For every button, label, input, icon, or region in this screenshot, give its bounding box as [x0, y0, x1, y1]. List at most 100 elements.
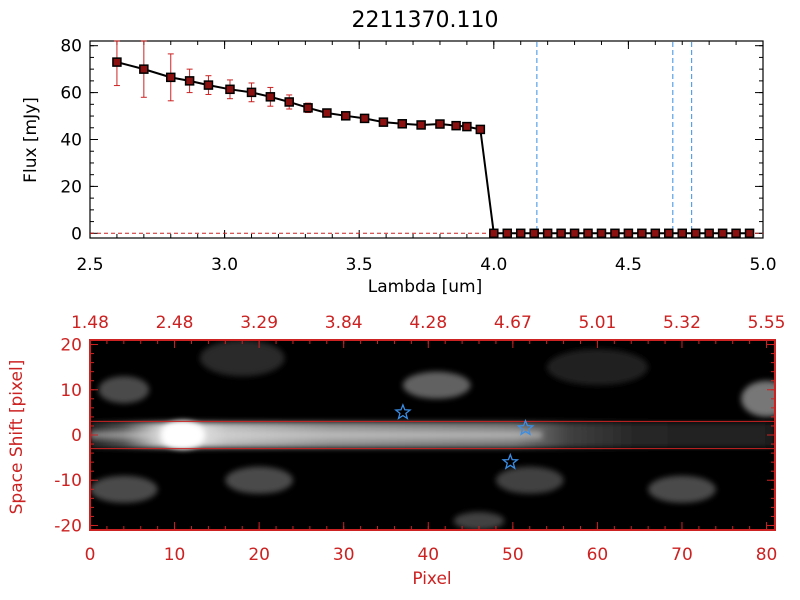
image-blob [495, 466, 564, 494]
image-x-tick-label: 20 [248, 545, 270, 565]
spectrum-point [225, 84, 235, 95]
image-x-tick-label: 60 [587, 545, 609, 565]
spectrum-point [416, 120, 426, 130]
spectrum-point [583, 228, 593, 239]
image-top-tick-label: 3.29 [240, 313, 278, 333]
image-x-tick-label: 10 [164, 545, 186, 565]
spectrum-point [677, 228, 687, 239]
spectrum-chart: 2.5 3.0 3.5 4.0 4.5 5.0 0 20 40 60 80 Lambda [um]… [21, 37, 777, 297]
image-y-tick-label: 20 [60, 336, 82, 356]
image-stars [394, 403, 535, 470]
image-x-tick-label: 30 [333, 545, 355, 565]
image-x-tick-label: 80 [756, 545, 778, 565]
spectrum-x-tick-label: 5.0 [749, 255, 776, 275]
spectrum-x-ticks: 2.5 3.0 3.5 4.0 4.5 5.0 [76, 41, 777, 275]
spectrum-point [435, 119, 445, 129]
spectrum-point [515, 228, 526, 239]
spectrum-y-tick-label: 60 [60, 84, 82, 104]
spectrum-y-tick-label: 0 [71, 224, 82, 244]
spectrum-point [529, 228, 539, 239]
spectrum-x-tick-label: 4.0 [480, 255, 507, 275]
spectrum-point [322, 108, 332, 118]
image-x-tick-label: 50 [502, 545, 524, 565]
spectrum-point [650, 228, 661, 239]
spectrum-point [284, 97, 294, 107]
spectrum-point [462, 121, 472, 132]
spectrum-x-tick-label: 3.0 [211, 255, 238, 275]
spectrum-x-tick-label: 4.5 [615, 255, 642, 275]
spectrum-y-tick-label: 80 [60, 37, 82, 57]
spectrum-point [637, 228, 647, 239]
spectrum-y-axis-label: Flux [mJy] [21, 97, 41, 183]
image-top-tick-label: 3.84 [325, 313, 363, 333]
spectrum-point [731, 228, 741, 239]
image-band-lines [90, 420, 775, 450]
image-star-marker [501, 452, 520, 470]
spectrum-point [569, 228, 580, 239]
figure-title: 2211370.110 [352, 8, 499, 33]
spectrum-point [664, 228, 674, 239]
image-y-axis-label: Space Shift [pixel] [7, 360, 27, 515]
spectrum-point [623, 228, 634, 239]
image-blob [402, 371, 471, 399]
spectrum-plot-frame [89, 40, 764, 239]
spectrum-point [717, 228, 728, 239]
spectrum-point [451, 120, 461, 131]
spectrum-x-axis-label: Lambda [um] [368, 277, 482, 297]
spectrum-point [340, 111, 351, 121]
spectrum-errorbars [113, 40, 484, 133]
image-blob [225, 466, 293, 494]
image-top-tick-label: 4.67 [494, 313, 532, 333]
image-x-ticks: 0 10 20 30 40 50 60 70 80 [85, 522, 778, 565]
spectrum-point [556, 228, 566, 239]
spectrum-point [704, 228, 714, 239]
image-x-tick-label: 40 [417, 545, 439, 565]
spectrum-point [489, 228, 499, 239]
image-top-tick-label: 5.32 [663, 313, 701, 333]
spectrum-point [744, 228, 755, 239]
image-blob [98, 376, 150, 404]
image-y-tick-label: -10 [54, 471, 82, 491]
spectrum-point [397, 119, 408, 129]
spectrum-point [359, 113, 370, 124]
spectrum-point [690, 228, 701, 239]
image-blob [199, 340, 285, 377]
image-x-tick-label: 70 [671, 545, 693, 565]
image-y-tick-label: 0 [71, 426, 82, 446]
image-top-tick-label: 5.01 [578, 313, 616, 333]
spectrum-vlines [536, 42, 693, 237]
image-x-tick-label: 0 [85, 545, 96, 565]
spectrum-x-tick-label: 3.5 [346, 255, 373, 275]
spectrum-point [139, 64, 149, 74]
spectrum-y-tick-label: 20 [60, 177, 82, 197]
spectrum-series-line [116, 61, 750, 235]
spectrum-x-tick-label: 2.5 [76, 255, 103, 275]
spectrum-point [166, 72, 176, 83]
spectrum-point [265, 92, 276, 102]
image-blob [453, 511, 505, 530]
spectrum-point [184, 76, 195, 86]
image-trace-core [90, 431, 543, 439]
image-top-tick-label: 2.48 [156, 313, 194, 333]
image-x-axis-label: Pixel [412, 569, 451, 589]
image-top-tick-label: 1.48 [71, 313, 109, 333]
image-top-tick-label: 4.28 [409, 313, 447, 333]
image-blob [90, 475, 158, 503]
image-star-marker [394, 403, 412, 420]
spectrum-y-ticks: 0 20 40 60 80 [60, 37, 763, 244]
image-blob [741, 380, 775, 417]
image-y-tick-label: 10 [60, 381, 82, 401]
spectrum-point [303, 103, 313, 113]
spectrum-y-tick-label: 40 [60, 131, 82, 151]
image-blob [648, 475, 716, 503]
spectrum-line-group [116, 61, 750, 235]
spectrum-point [112, 57, 122, 67]
spectrum-point [475, 124, 486, 135]
image-star-marker [516, 418, 535, 436]
image-blob [546, 349, 649, 386]
image-top-ticks: 1.48 2.48 3.29 3.84 4.28 4.67 5.01 5.32 5.55 [71, 313, 785, 348]
image-y-tick-label: -20 [54, 516, 82, 536]
spectrum-point [203, 80, 214, 90]
spectrum-point [610, 228, 620, 239]
